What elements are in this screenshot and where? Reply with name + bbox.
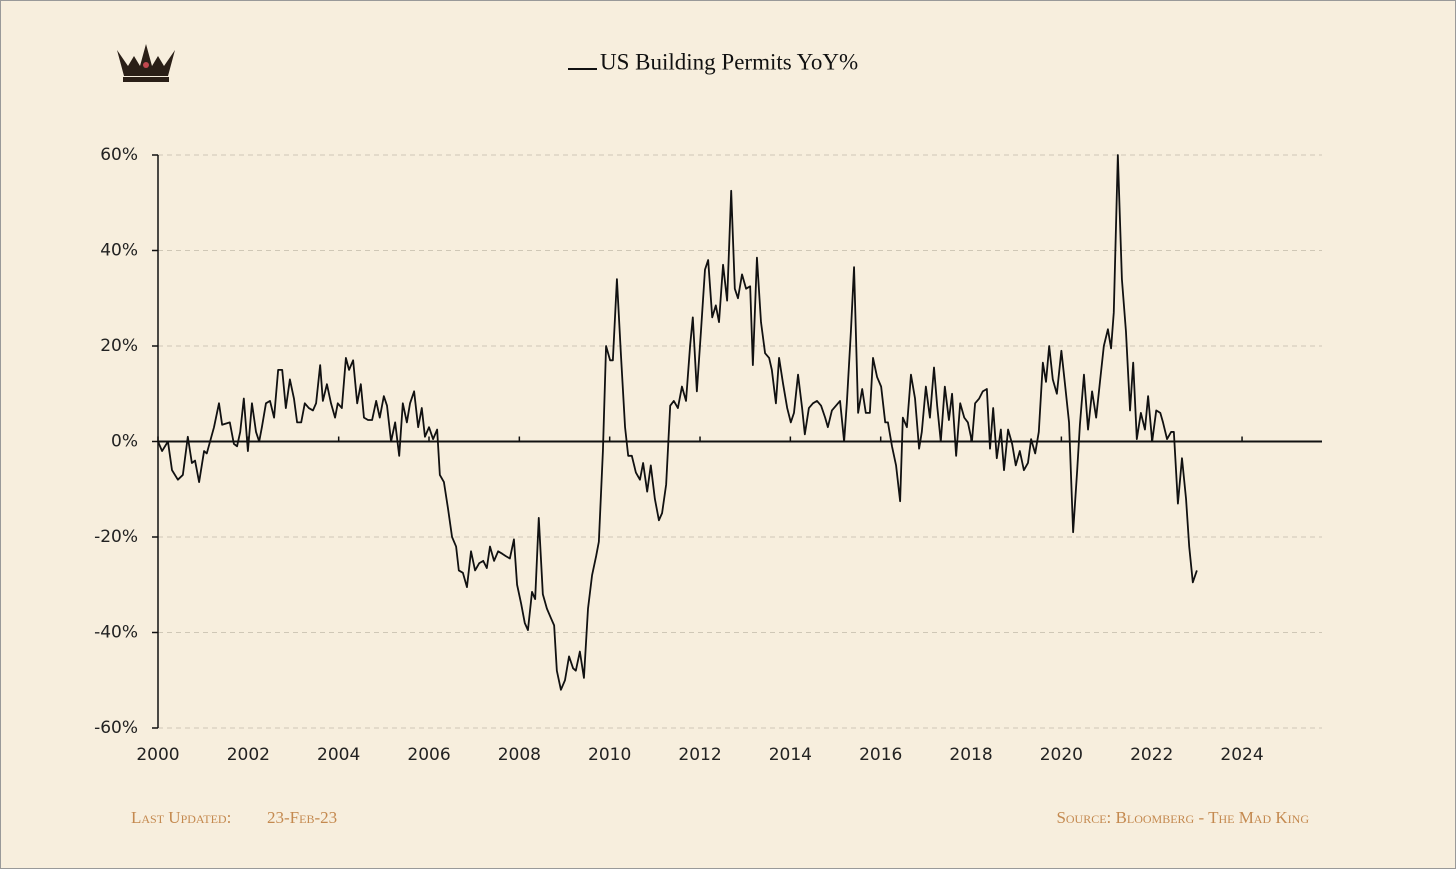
footer-label: Last Updated: [131,808,231,827]
x-tick-label: 2010 [588,745,631,765]
x-tick-label: 2004 [317,745,360,765]
x-tick-label: 2018 [949,745,992,765]
y-tick-label: -60% [94,718,138,738]
crown-logo [117,44,175,82]
x-tick-label: 2024 [1220,745,1263,765]
x-tick-label: 2002 [227,745,270,765]
x-tick-label: 2006 [407,745,450,765]
y-tick-label: -40% [94,623,138,643]
y-tick-label: -20% [94,527,138,547]
x-tick-label: 2012 [678,745,721,765]
data-line [157,154,1198,691]
x-tick-label: 2020 [1040,745,1083,765]
footer-source: Source: Bloomberg - The Mad King [1056,808,1309,827]
x-tick-label: 2016 [859,745,902,765]
y-tick-label: 0% [111,432,138,452]
x-tick-label: 2000 [136,745,179,765]
y-tick-label: 20% [100,336,138,356]
y-tick-label: 40% [100,241,138,261]
y-tick-label: 60% [100,145,138,165]
chart-title: US Building Permits YoY% [600,49,858,74]
footer-date: 23-Feb-23 [267,808,337,827]
x-tick-label: 2014 [769,745,812,765]
x-tick-label: 2022 [1130,745,1173,765]
x-tick-label: 2008 [498,745,541,765]
